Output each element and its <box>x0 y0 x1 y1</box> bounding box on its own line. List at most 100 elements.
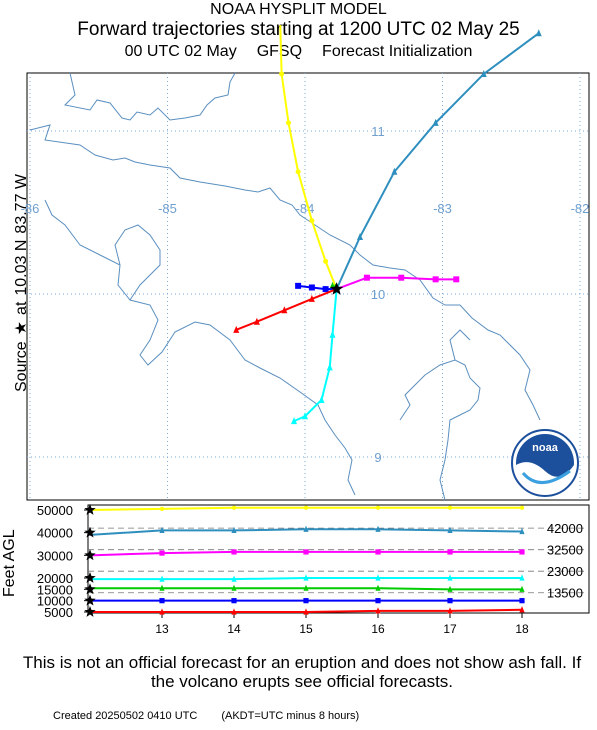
trajectory-marker <box>159 506 165 511</box>
coastline-caribbean <box>29 124 541 421</box>
header-line-3: 00 UTC 02 May GFSQ Forecast Initialization <box>0 43 597 61</box>
x-tick-label: 14 <box>227 622 241 636</box>
map-labels: -86 -85 -84 -83 -82 11 10 9 <box>21 124 590 465</box>
init-type: Forecast Initialization <box>322 43 473 60</box>
trajectory-marker <box>447 574 453 581</box>
latitude-label: 10 <box>371 287 385 302</box>
trajectory-marker <box>519 505 525 510</box>
trajectory-marker <box>231 608 237 615</box>
height-series-line <box>84 606 525 617</box>
trajectory-marker <box>231 526 237 533</box>
trajectory-line <box>298 284 337 291</box>
longitude-label: -82 <box>571 201 590 216</box>
header-line-2: Forward trajectories starting at 1200 UT… <box>77 19 520 40</box>
init-time: 00 UTC 02 May <box>124 43 237 60</box>
trajectory <box>291 289 338 425</box>
right-level-label: 13500 <box>547 586 583 601</box>
trajectory-marker <box>233 325 240 333</box>
trajectory-marker <box>363 274 370 281</box>
logo-wave <box>516 462 574 494</box>
map-panel: -86 -85 -84 -83 -82 11 10 9 noaa <box>21 25 590 501</box>
x-tick-label: 17 <box>443 622 457 636</box>
trajectory-marker <box>323 258 329 264</box>
source-star-marker <box>84 504 96 515</box>
height-frame <box>87 504 590 614</box>
trajectory-marker <box>519 549 525 555</box>
coastline-gulf <box>399 359 481 501</box>
trajectory-marker <box>447 585 453 592</box>
trajectory-marker <box>326 363 333 371</box>
trajectory-marker <box>308 294 315 302</box>
trajectory-marker <box>375 598 381 604</box>
trajectory-marker <box>231 505 237 510</box>
trajectory-marker <box>286 120 291 126</box>
trajectories <box>233 25 542 425</box>
trajectory-marker <box>375 549 381 555</box>
trajectory-marker <box>447 505 453 510</box>
map-grid <box>27 73 589 500</box>
trajectory-marker <box>447 607 453 614</box>
longitude-label: -83 <box>433 201 452 216</box>
model-name: GFSQ <box>256 43 303 60</box>
y-tick-label: 5000 <box>44 605 73 620</box>
timezone-note: (AKDT=UTC minus 8 hours) <box>221 710 360 722</box>
trajectory-marker <box>519 574 525 581</box>
longitude-label: -84 <box>296 201 315 216</box>
height-reference-lines: 42000 32500 23000 13500 <box>88 521 589 601</box>
logo-swoosh <box>521 469 571 484</box>
logo-text: noaa <box>532 442 559 454</box>
source-star-marker <box>330 282 344 295</box>
trajectory-marker <box>357 232 363 240</box>
y-tick-label: 40000 <box>37 526 73 541</box>
trajectory-marker <box>308 284 315 291</box>
trajectory-marker <box>295 169 301 175</box>
trajectory-marker <box>295 282 302 289</box>
x-tick-label: 16 <box>371 622 385 636</box>
trajectory-marker <box>159 598 165 604</box>
trajectory <box>336 274 460 291</box>
height-series-line <box>84 504 525 515</box>
trajectory-marker <box>159 608 165 615</box>
height-series-line <box>84 525 525 538</box>
trajectory-marker <box>303 574 309 581</box>
trajectory <box>295 282 337 293</box>
footer: Created 20250502 0410 UTC (AKDT=UTC minus… <box>53 710 383 722</box>
coastline-peninsula <box>114 224 161 301</box>
trajectory-marker <box>432 276 439 283</box>
disclaimer: This is not an official forecast for an … <box>22 653 582 691</box>
trajectory-marker <box>303 608 309 615</box>
trajectory-marker <box>231 584 237 591</box>
trajectory-marker <box>447 549 453 555</box>
right-level-label: 23000 <box>547 564 583 579</box>
trajectory-marker <box>281 306 288 314</box>
trajectory-marker <box>159 526 165 533</box>
trajectory-marker <box>519 598 525 604</box>
height-series-line <box>84 583 525 595</box>
trajectory-marker <box>329 330 336 338</box>
trajectory-marker <box>302 412 308 420</box>
trajectory <box>233 288 337 333</box>
trajectory-marker <box>159 550 165 556</box>
right-level-label: 42000 <box>547 521 583 536</box>
source-star-marker <box>84 583 96 595</box>
y-tick-label: 10000 <box>37 594 73 609</box>
trajectory-marker <box>519 606 525 613</box>
trajectory-marker <box>453 276 460 283</box>
trajectory-marker <box>279 71 285 77</box>
height-panel: 42000 32500 23000 13500 50000 40000 30000 2000… <box>37 503 590 636</box>
trajectory-marker <box>447 526 453 533</box>
trajectory-marker <box>291 417 297 425</box>
height-series-line <box>84 572 525 583</box>
trajectory-marker <box>391 167 398 175</box>
source-star-marker <box>84 526 96 538</box>
trajectory-marker <box>375 584 381 591</box>
trajectory-marker <box>519 585 525 592</box>
height-series-line <box>84 549 525 561</box>
trajectory-marker <box>432 118 439 126</box>
coastline <box>29 72 541 501</box>
trajectory-marker <box>375 525 381 532</box>
x-tick-label: 13 <box>155 622 169 636</box>
trajectory-marker <box>375 505 381 510</box>
y-tick-label: 50000 <box>37 503 73 518</box>
